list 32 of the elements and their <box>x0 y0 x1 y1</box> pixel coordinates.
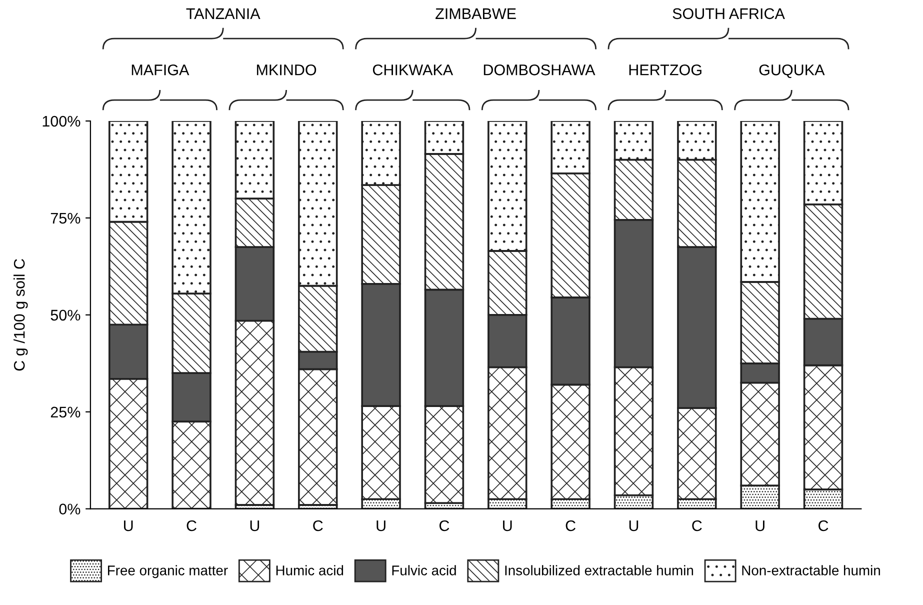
x-tick-label: C <box>566 520 576 532</box>
text: GUQUKA <box>759 64 825 78</box>
legend-label: Free organic matter <box>108 565 228 578</box>
y-tick-label: 50% <box>50 310 80 321</box>
y-tick-label: 100% <box>42 116 80 127</box>
text: ZIMBABWE <box>436 8 516 19</box>
x-tick-label: C <box>692 520 702 532</box>
x-tick-label: C <box>439 520 450 532</box>
x-tick-label: U <box>756 520 764 532</box>
legend-label: Non-extractable humin <box>742 565 880 576</box>
x-tick-label: C <box>313 520 323 532</box>
y-axis-title: C g /100 g soil C <box>14 259 28 371</box>
x-tick-label: U <box>503 520 512 532</box>
text: MKINDO <box>256 64 316 76</box>
text: TANZANIA <box>186 8 260 19</box>
x-tick-label: U <box>124 520 133 532</box>
legend-label: Humic acid <box>276 565 344 576</box>
y-tick-label: 25% <box>50 406 80 418</box>
x-tick-label: C <box>818 520 828 532</box>
text: HERTZOG <box>629 64 702 76</box>
legend-label: Insolubilized extractable humin <box>505 565 694 576</box>
x-tick-label: U <box>250 520 260 532</box>
text: DOMBOSHAWA <box>484 64 596 76</box>
y-tick-label: 0% <box>59 504 80 514</box>
x-tick-label: C <box>186 520 196 532</box>
text: SOUTH AFRICA <box>672 8 785 20</box>
legend-label: Fulvic acid <box>392 565 456 576</box>
x-tick-label: U <box>376 520 386 532</box>
x-tick-label: U <box>629 520 638 532</box>
text: MAFIGA <box>132 64 190 76</box>
text: CHIKWAKA <box>372 64 454 76</box>
y-tick-label: 75% <box>50 212 80 224</box>
